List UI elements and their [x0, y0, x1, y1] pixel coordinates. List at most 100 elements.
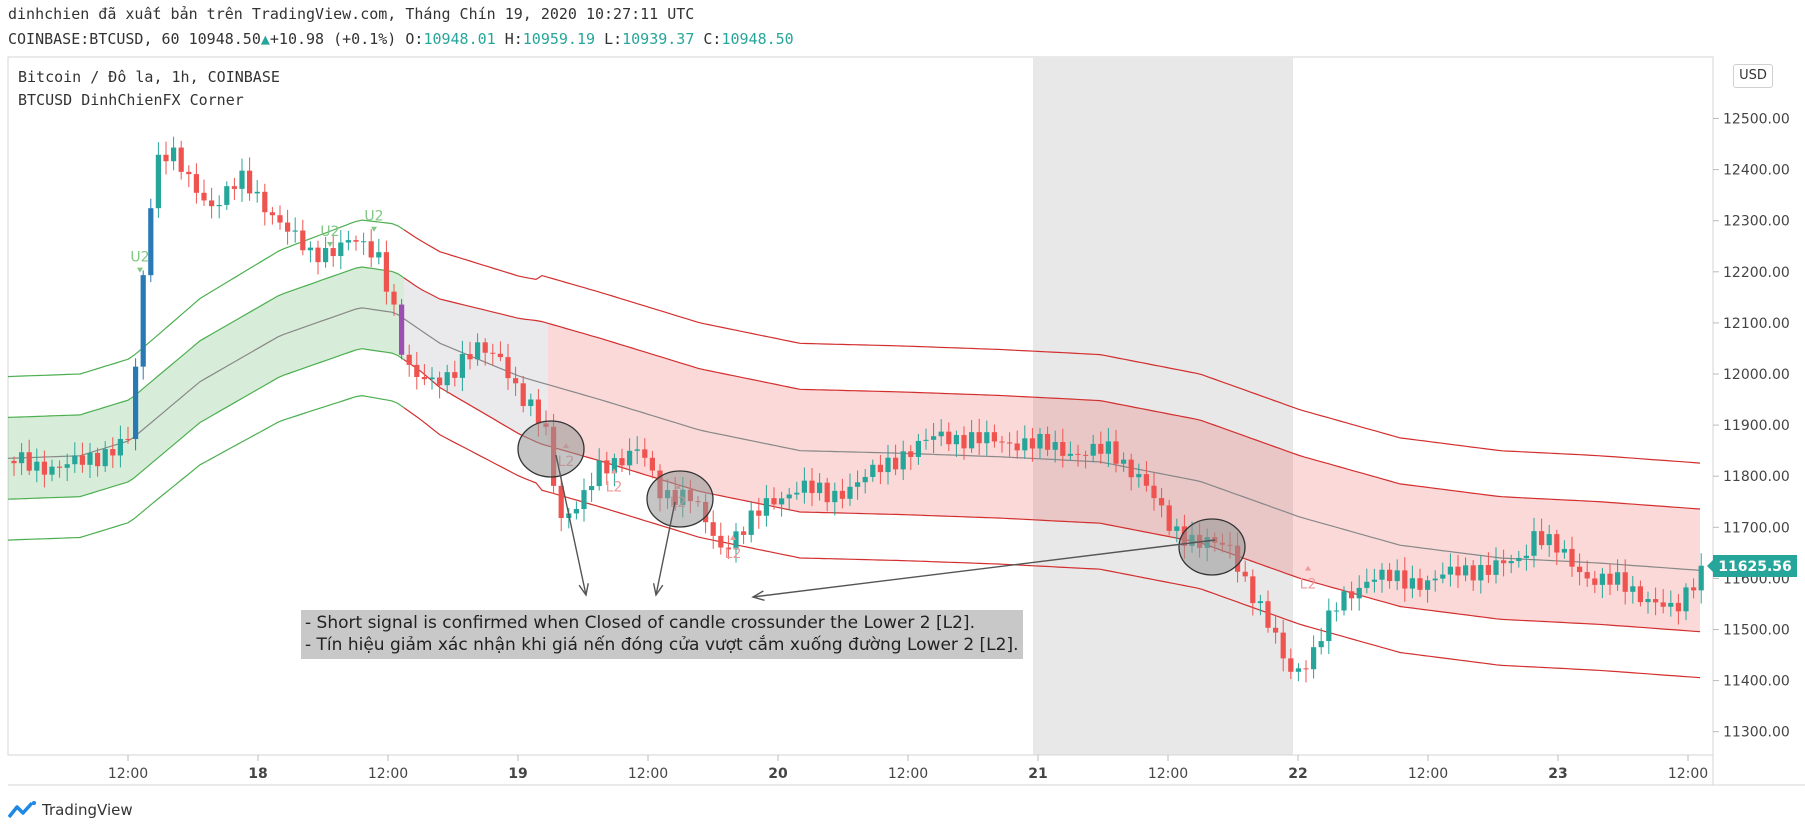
candle — [1417, 568, 1423, 597]
candle — [619, 448, 625, 473]
candle-body — [1311, 647, 1317, 670]
candle — [1698, 553, 1704, 604]
candle — [1493, 547, 1499, 584]
candle-body — [1121, 459, 1127, 464]
price-axis[interactable]: 12500.00 12400.00 12300.00 12200.00 12100.00… — [1713, 112, 1790, 741]
candle-body — [323, 248, 329, 263]
candle — [1136, 463, 1142, 488]
candle — [361, 232, 367, 256]
candle — [953, 430, 959, 458]
candle-body — [801, 480, 807, 493]
candle-body — [1554, 534, 1560, 553]
candle — [49, 459, 55, 482]
candle — [1592, 570, 1598, 594]
candle — [771, 487, 777, 510]
candle-body — [946, 431, 952, 445]
candle — [95, 447, 101, 477]
chart-legend[interactable]: Bitcoin / Đô la, 1h, COINBASE BTCUSD Din… — [18, 66, 280, 112]
candle-body — [1037, 433, 1043, 449]
candle-body — [345, 240, 351, 243]
candle-body — [1653, 599, 1659, 603]
time-axis[interactable]: 12:00 18 12:00 19 12:00 20 12:00 21 12:00 22 12:00… — [108, 755, 1708, 782]
annotation-line-2: - Tín hiệu giảm xác nhận khi giá nến đón… — [305, 635, 1019, 655]
candle — [1645, 591, 1651, 614]
candle — [209, 187, 215, 219]
lower-1-line-red — [403, 359, 1701, 633]
tradingview-logo[interactable]: TradingView — [8, 801, 133, 819]
candle — [186, 165, 192, 188]
y-tick-label: 11300.00 — [1723, 725, 1790, 741]
y-tick-label: 11800.00 — [1723, 469, 1790, 485]
candle-body — [155, 154, 161, 209]
candle — [999, 435, 1005, 453]
candle-body — [467, 354, 473, 360]
candle — [1105, 428, 1111, 468]
candle — [1098, 431, 1104, 464]
candle-body — [611, 458, 617, 474]
candle-body — [817, 482, 823, 494]
candle-body — [1432, 578, 1438, 581]
candle-body — [444, 372, 450, 386]
candle-body — [1622, 572, 1628, 592]
candle — [877, 454, 883, 485]
candle — [573, 501, 579, 520]
candle — [809, 468, 815, 507]
candle — [1174, 518, 1180, 543]
candle-body — [581, 490, 587, 510]
candle-body — [1265, 601, 1271, 628]
candle-body — [634, 449, 640, 451]
close-value: 10948.50 — [721, 30, 794, 48]
candle — [1668, 590, 1674, 617]
candle — [11, 456, 17, 476]
candle — [938, 419, 944, 447]
candle-body — [908, 451, 914, 457]
candle-body — [1584, 572, 1590, 579]
candle — [193, 163, 199, 204]
candle-body — [163, 154, 169, 162]
candle — [824, 477, 830, 512]
candle — [915, 433, 921, 465]
candle-body — [186, 171, 192, 175]
candle — [1083, 450, 1089, 469]
candle-body — [1303, 668, 1309, 670]
candle — [133, 358, 139, 451]
candle-body — [399, 304, 405, 355]
candle — [885, 444, 891, 485]
candle — [383, 240, 389, 305]
candle-body — [497, 353, 503, 358]
candle-body — [1531, 531, 1537, 556]
candle — [368, 229, 374, 268]
candle-body — [1523, 555, 1529, 558]
candle-body — [1645, 599, 1651, 603]
signal-label: L2 — [606, 480, 623, 496]
candle — [178, 140, 184, 180]
x-tick-label: 12:00 — [1668, 766, 1708, 782]
candle — [1523, 544, 1529, 571]
candle-body — [1098, 443, 1104, 454]
candle-body — [1333, 610, 1339, 612]
candle — [1326, 598, 1332, 655]
candle-body — [1326, 610, 1332, 642]
candle-body — [794, 492, 800, 495]
candle-body — [1485, 565, 1491, 575]
candle — [832, 482, 838, 516]
candle — [1561, 540, 1567, 559]
currency-button[interactable]: USD — [1733, 64, 1773, 88]
x-tick-label: 19 — [508, 766, 527, 782]
y-tick-label: 12300.00 — [1723, 214, 1790, 230]
candle-body — [1151, 485, 1157, 499]
candle — [444, 364, 450, 394]
candle — [1485, 552, 1491, 583]
candle — [345, 230, 351, 251]
candle — [1531, 517, 1537, 568]
candle-body — [1402, 570, 1408, 589]
candle-body — [307, 247, 313, 251]
candle — [421, 364, 427, 386]
candle — [1014, 430, 1020, 459]
candle — [300, 219, 306, 256]
candle — [57, 460, 63, 478]
candle — [459, 340, 465, 392]
candle — [1265, 590, 1271, 633]
candle-body — [125, 438, 131, 440]
